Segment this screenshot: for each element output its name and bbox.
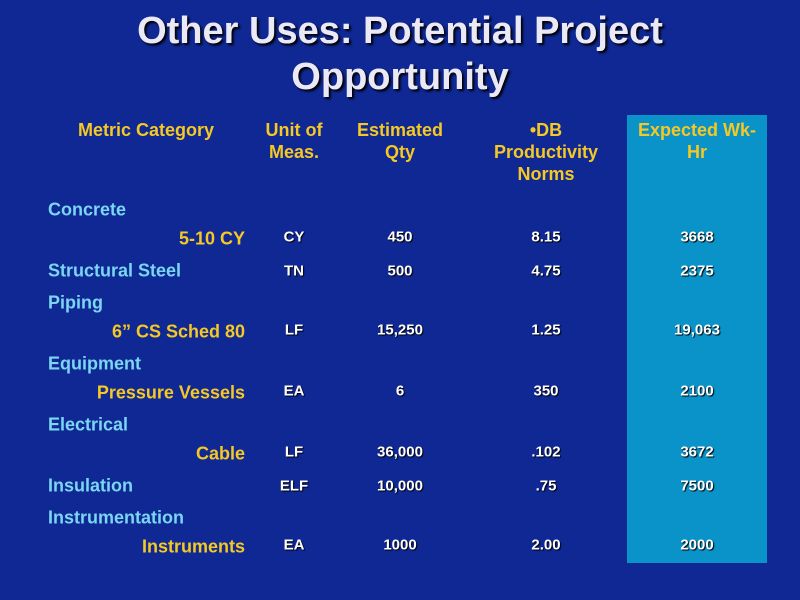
cell-value: 36,000 [377,443,423,461]
cell-value: 19,063 [674,321,720,339]
row-item: 5-10 CY [178,228,245,249]
slide-title: Other Uses: Potential Project Opportunit… [137,10,663,98]
cell-value: 4.75 [531,262,561,280]
row-item: Pressure Vessels [96,382,245,403]
cell-value: 10,000 [377,477,423,495]
cell-value: 8.15 [531,228,561,246]
row-category: Electrical [48,414,129,435]
row-item: 6” CS Sched 80 [111,321,245,342]
row-item: Instruments [141,536,245,557]
cell-value: 2.00 [531,536,561,554]
cell-value: 500 [387,262,413,280]
cell-value: 3672 [680,443,714,461]
row-category: Equipment [48,353,141,374]
column-header: Estimated Qty [356,120,444,162]
cell-value: 3668 [680,228,714,246]
row-item: Cable [195,443,245,464]
column-header: Expected Wk-Hr [637,120,757,162]
cell-value: 450 [387,228,413,246]
cell-value: LF [284,321,304,339]
cell-value: 2375 [680,262,714,280]
row-category: Instrumentation [48,507,185,528]
row-category: Structural Steel [48,260,182,281]
cell-value: 2100 [680,382,714,400]
row-category: Insulation [48,475,133,496]
cell-value: 2000 [680,536,714,554]
cell-value: TN [284,262,304,280]
cell-value: EA [283,382,305,400]
row-category: Concrete [48,199,127,220]
column-header: Unit of Meas. [265,120,323,162]
cell-value: 1000 [383,536,417,554]
highlight-column [627,115,767,563]
column-header: Metric Category [77,120,215,140]
cell-value: 7500 [680,477,714,495]
cell-value: CY [283,228,305,246]
cell-value: 1.25 [531,321,561,339]
cell-value: 15,250 [377,321,423,339]
cell-value: 350 [533,382,559,400]
cell-value: .102 [531,443,561,461]
cell-value: 6 [395,382,405,400]
cell-value: ELF [279,477,309,495]
cell-value: .75 [535,477,557,495]
cell-value: LF [284,443,304,461]
column-header: •DB Productivity Norms [493,120,599,184]
row-category: Piping [48,292,103,313]
cell-value: EA [283,536,305,554]
